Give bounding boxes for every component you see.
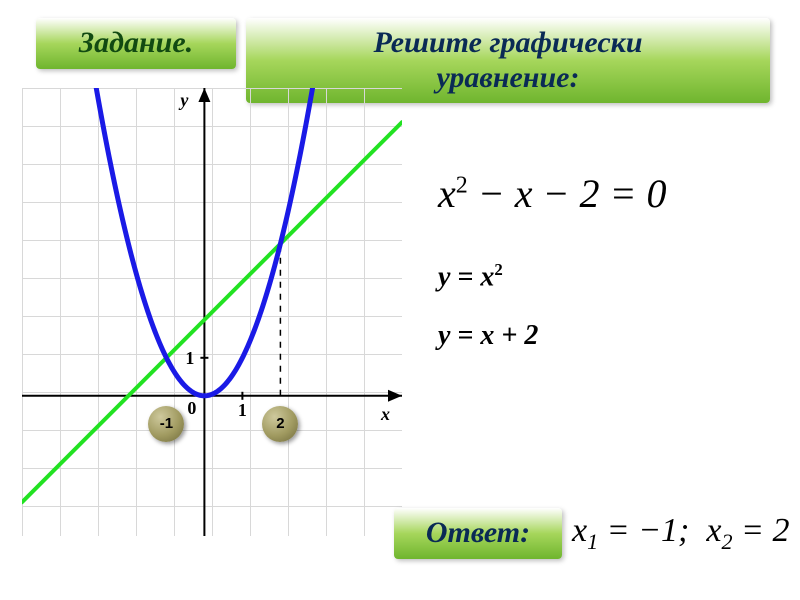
svg-text:x: x bbox=[380, 404, 390, 424]
root-marker-neg1-label: -1 bbox=[160, 415, 173, 432]
chart-svg: 0 1 1 x y bbox=[22, 88, 402, 536]
svg-text:1: 1 bbox=[185, 348, 194, 368]
prompt-line1: Решите графически bbox=[268, 26, 748, 61]
svg-text:y: y bbox=[178, 90, 189, 110]
root-marker-2: 2 bbox=[262, 406, 298, 442]
root-marker-2-label: 2 bbox=[276, 415, 284, 432]
answer-badge: Ответ: bbox=[394, 508, 562, 559]
root-marker-neg1: -1 bbox=[148, 406, 184, 442]
answer-label: Ответ: bbox=[426, 516, 530, 549]
equation-line: y = x + 2 bbox=[438, 320, 538, 352]
chart-area: 0 1 1 x y bbox=[22, 88, 402, 536]
task-text: Задание. bbox=[79, 26, 193, 59]
svg-text:1: 1 bbox=[238, 400, 247, 420]
equation-main: x2 − x − 2 = 0 bbox=[438, 170, 667, 217]
equation-parabola: y = x2 bbox=[438, 260, 503, 293]
task-badge: Задание. bbox=[36, 18, 236, 69]
answer-math: x1 = −1; x2 = 2 bbox=[572, 512, 789, 555]
svg-text:0: 0 bbox=[187, 398, 196, 418]
